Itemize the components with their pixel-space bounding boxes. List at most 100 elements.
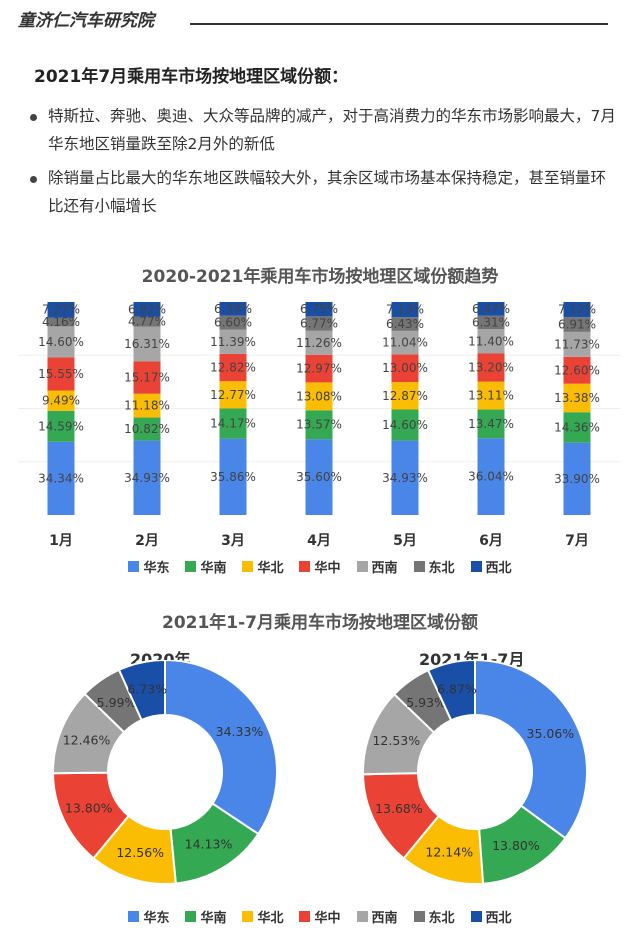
legend-label: 华东 [143, 561, 170, 576]
bar-segment [219, 302, 247, 316]
legend-label: 华南 [200, 561, 227, 576]
bar-segment [133, 326, 161, 362]
bullet-dot [30, 176, 37, 183]
bar-data-label: 14.17% [210, 417, 256, 431]
x-tick-label: 4月 [307, 533, 331, 549]
bar-segment [391, 317, 419, 331]
bar-segment [305, 354, 333, 383]
bar-data-label: 11.26% [296, 336, 342, 350]
bar-segment [133, 316, 161, 327]
bar-segment [563, 331, 591, 357]
bar-segment [305, 382, 333, 411]
legend-label: 华中 [314, 911, 341, 926]
bar-chart-title: 2020-2021年乘用车市场按地理区域份额趋势 [141, 267, 499, 287]
bar-data-label: 12.87% [382, 389, 428, 403]
x-tick-label: 5月 [393, 533, 417, 549]
bar-segment [305, 302, 333, 317]
legend-swatch [299, 561, 311, 572]
donut-data-label: 14.13% [185, 836, 233, 851]
legend-item: 西南 [356, 557, 398, 576]
legend-label: 西南 [371, 911, 398, 926]
bar-data-label: 15.17% [124, 371, 170, 385]
bar-data-label: 13.38% [554, 391, 600, 405]
bar-data-label: 7.27% [42, 303, 80, 317]
bar-segment [477, 302, 505, 316]
bar-segment [305, 316, 333, 331]
legend-label: 华中 [314, 561, 341, 576]
bar-data-label: 12.82% [210, 361, 256, 375]
legend-swatch [356, 561, 368, 572]
bar-segment [563, 383, 591, 413]
bar-segment [133, 302, 161, 317]
bar-data-label: 6.43% [386, 317, 424, 331]
bar-data-label: 6.39% [214, 302, 252, 316]
legend-label: 东北 [428, 911, 455, 926]
bar-segment [477, 315, 505, 330]
legend-label: 华南 [200, 911, 227, 926]
bar-segment [47, 441, 75, 515]
bar-data-label: 12.60% [554, 363, 600, 377]
legend-swatch [185, 561, 197, 572]
bullet-list: 特斯拉、奔驰、奥迪、大众等品牌的减产，对于高消费力的华东市场影响最大，7月华东地… [30, 102, 620, 226]
bar-data-label: 12.97% [296, 362, 342, 376]
bar-segment [219, 408, 247, 439]
bar-data-label: 13.11% [468, 389, 514, 403]
donut-data-label: 12.46% [63, 733, 111, 748]
legend-swatch [128, 561, 140, 572]
legend-item: 华南 [185, 557, 226, 576]
donut-data-label: 5.93% [406, 695, 446, 710]
donut-data-label: 12.53% [372, 733, 420, 748]
legend-swatch [356, 911, 368, 922]
bar-chart-legend: 华东 华南 华北 华中 西南 东北 西北 [0, 557, 640, 576]
legend-label: 西南 [371, 561, 398, 576]
legend-swatch [242, 561, 254, 572]
bar-data-label: 6.91% [558, 318, 596, 332]
bar-data-label: 13.47% [468, 417, 514, 431]
bar-segment [477, 438, 505, 515]
bar-data-label: 4.77% [128, 315, 166, 329]
section-title: 2021年7月乘用车市场按地理区域份额： [34, 67, 349, 87]
x-tick-label: 3月 [221, 533, 245, 549]
bar-segment [391, 382, 419, 410]
donut-data-label: 6.87% [437, 681, 477, 696]
bar-segment [219, 353, 247, 382]
bar-data-label: 11.40% [468, 334, 514, 348]
legend-swatch [413, 561, 425, 572]
legend-item: 华北 [242, 557, 283, 576]
bar-segment [477, 329, 505, 354]
legend-swatch [299, 911, 311, 922]
donut-data-label: 34.33% [216, 724, 264, 739]
donut-chart-title: 2021年1-7月乘用车市场按地理区域份额 [161, 613, 479, 633]
legend-item: 华东 [128, 907, 169, 926]
donut-slice [426, 660, 476, 722]
legend-item: 华北 [242, 907, 283, 926]
bar-data-label: 36.04% [468, 470, 514, 484]
bar-segment [47, 410, 75, 442]
bar-segment [219, 329, 247, 354]
bar-segment [563, 412, 591, 443]
bar-segment [305, 410, 333, 440]
bar-segment [563, 317, 591, 332]
bar-data-label: 9.49% [42, 394, 80, 408]
donut-data-label: 5.99% [97, 695, 137, 710]
bar-segment [133, 393, 161, 418]
bar-data-label: 6.47% [472, 302, 510, 316]
bullet-text: 特斯拉、奔驰、奥迪、大众等品牌的减产，对于高消费力的华东市场影响最大，7月华东地… [48, 107, 616, 153]
bar-data-label: 15.55% [38, 367, 84, 381]
bar-segment [305, 330, 333, 355]
bar-segment [477, 353, 505, 382]
legend-swatch [470, 911, 482, 922]
bar-segment [47, 357, 75, 391]
donut-data-label: 35.06% [527, 726, 575, 741]
legend-label: 西北 [485, 561, 512, 576]
bar-data-label: 14.36% [554, 420, 600, 434]
bar-data-label: 7.13% [386, 303, 424, 317]
legend-swatch [413, 911, 425, 922]
bar-segment [219, 315, 247, 330]
bar-segment [563, 356, 591, 384]
bar-segment [563, 302, 591, 318]
donut-charts: 34.33% 14.13% 12.56% 13.80% 12.46% 5.99%6.73%… [51, 660, 588, 885]
bar-data-label: 34.93% [382, 471, 428, 485]
bar-segment [133, 440, 161, 515]
bar-data-label: 14.60% [382, 418, 428, 432]
